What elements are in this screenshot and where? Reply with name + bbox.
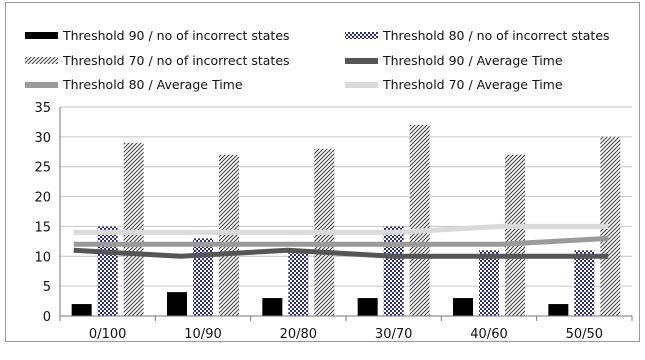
y-tick-label: 10 bbox=[34, 250, 51, 265]
bar bbox=[383, 226, 404, 316]
y-tick-label: 0 bbox=[43, 310, 51, 325]
legend-label: Threshold 70 / Average Time bbox=[382, 77, 563, 92]
bar bbox=[71, 304, 92, 316]
y-tick-label: 25 bbox=[34, 161, 51, 176]
series-line bbox=[73, 223, 609, 235]
x-tick-label: 10/90 bbox=[184, 327, 221, 342]
bar bbox=[288, 250, 309, 316]
bar bbox=[219, 154, 239, 316]
legend-swatch bbox=[25, 57, 58, 64]
legend-swatch bbox=[25, 32, 58, 39]
chart-legend: Threshold 90 / no of incorrect states Thr… bbox=[25, 28, 610, 92]
y-tick-label: 15 bbox=[34, 220, 51, 235]
bar bbox=[479, 250, 499, 316]
legend-label: Threshold 90 / Average Time bbox=[382, 53, 563, 68]
bar bbox=[262, 298, 283, 316]
x-tick-label: 20/80 bbox=[280, 327, 317, 342]
chart-grid bbox=[60, 106, 632, 287]
bar bbox=[574, 250, 595, 316]
bar bbox=[193, 238, 213, 316]
x-tick-label: 40/60 bbox=[470, 327, 507, 342]
bar bbox=[548, 304, 569, 316]
legend-swatch bbox=[345, 58, 378, 64]
x-tick-label: 30/70 bbox=[375, 327, 412, 342]
chart-lines bbox=[73, 223, 609, 259]
bar bbox=[600, 136, 621, 316]
chart-axes: 0 5 10 15 20 25 30 35 0/100 10/90 20/80 30/70 40/60 5… bbox=[34, 101, 633, 342]
bar bbox=[97, 226, 118, 316]
bar bbox=[453, 298, 473, 316]
legend-swatch bbox=[345, 32, 378, 39]
legend-label: Threshold 80 / no of incorrect states bbox=[382, 28, 610, 43]
bar bbox=[123, 142, 144, 316]
y-tick-label: 35 bbox=[34, 101, 51, 116]
x-tick-label: 50/50 bbox=[566, 327, 603, 342]
series-line bbox=[73, 235, 609, 247]
bar bbox=[505, 154, 525, 316]
bar bbox=[357, 298, 378, 316]
series-line bbox=[73, 247, 609, 259]
legend-label: Threshold 90 / no of incorrect states bbox=[62, 28, 290, 43]
legend-label: Threshold 80 / Average Time bbox=[62, 77, 243, 92]
chart-bars bbox=[71, 124, 621, 317]
bar bbox=[167, 292, 187, 316]
y-tick-label: 20 bbox=[34, 191, 51, 206]
legend-swatch bbox=[345, 82, 378, 88]
y-tick-label: 5 bbox=[43, 280, 51, 295]
legend-swatch bbox=[25, 82, 58, 88]
legend-label: Threshold 70 / no of incorrect states bbox=[62, 53, 290, 68]
y-tick-label: 30 bbox=[34, 131, 51, 146]
x-tick-label: 0/100 bbox=[89, 327, 126, 342]
bar bbox=[409, 124, 430, 317]
